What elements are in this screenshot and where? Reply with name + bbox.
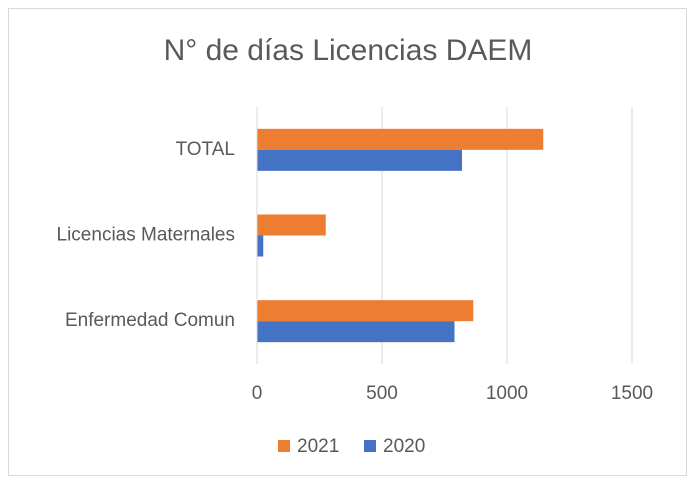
chart-border	[8, 8, 687, 476]
legend-label: 2020	[383, 436, 425, 457]
bar	[257, 149, 462, 171]
bar	[257, 300, 474, 322]
y-tick-label: TOTAL	[176, 139, 235, 160]
x-tick-label: 1000	[486, 383, 528, 404]
legend-swatch	[364, 440, 376, 452]
legend-swatch	[278, 440, 290, 452]
y-tick-label: Enfermedad Comun	[65, 310, 235, 331]
bar	[257, 214, 326, 236]
legend-label: 2021	[297, 436, 339, 457]
x-tick-label: 500	[366, 383, 398, 404]
bar	[257, 321, 455, 343]
y-tick-label: Licencias Maternales	[57, 225, 235, 246]
bar	[257, 235, 264, 257]
x-tick-label: 0	[252, 383, 263, 404]
bar	[257, 128, 544, 150]
x-tick-label: 1500	[611, 383, 653, 404]
chart-title: N° de días Licencias DAEM	[164, 34, 533, 67]
